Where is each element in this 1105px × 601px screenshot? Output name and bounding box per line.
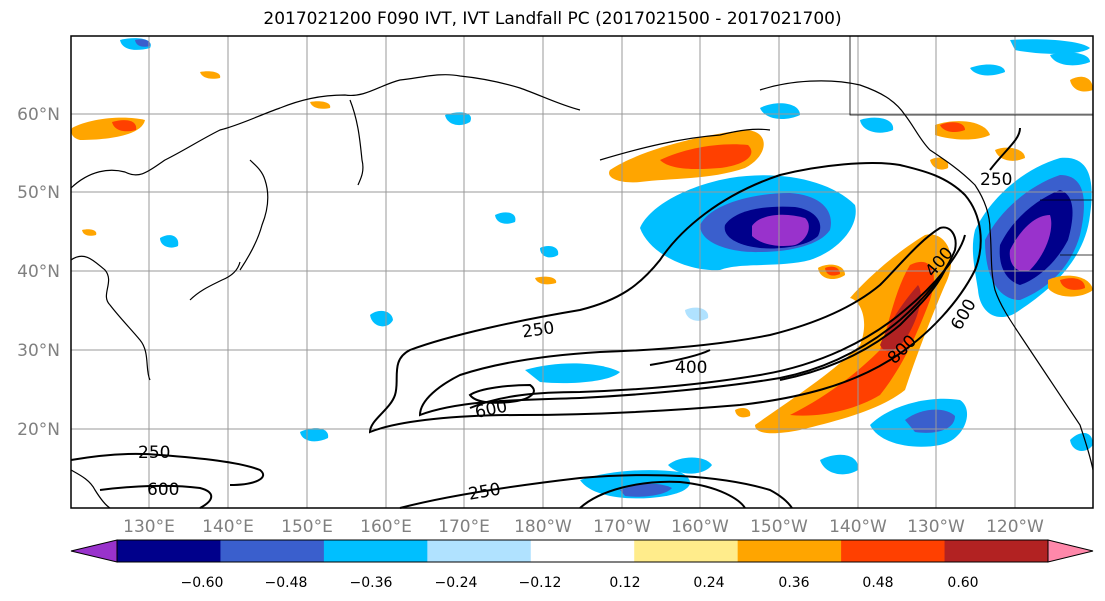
colorbar-tick-labels: −0.60 −0.48 −0.36 −0.24 −0.12 0.12 0.24 … — [181, 575, 979, 591]
lat-label: 40°N — [17, 262, 60, 282]
japan — [239, 159, 269, 271]
lat-axis-labels: 60°N 50°N 40°N 30°N 20°N — [17, 105, 60, 440]
lon-label: 160°E — [360, 517, 412, 537]
contour-250-sw — [70, 452, 265, 486]
contour-800 — [779, 269, 946, 381]
colorbar-tick-label: 0.36 — [778, 575, 809, 591]
lon-label: 160°W — [671, 517, 729, 537]
colorbar-frame — [116, 539, 1049, 563]
kamchatka — [349, 99, 364, 186]
colorbar-extend-low — [70, 539, 118, 563]
colorbar-segment — [530, 540, 635, 562]
colorbar-tick-label: −0.48 — [265, 575, 308, 591]
colorbar-tick-label: 0.48 — [862, 575, 893, 591]
colorbar-segment — [220, 540, 325, 562]
lon-label: 150°E — [281, 517, 333, 537]
contour-250 — [368, 162, 982, 434]
colorbar-tick-label: −0.12 — [519, 575, 562, 591]
contour-label: 250 — [138, 443, 170, 463]
lat-label: 50°N — [17, 183, 60, 203]
colorbar-segment — [117, 540, 221, 562]
contour-400 — [418, 226, 957, 417]
colorbar-segment — [634, 540, 739, 562]
lon-label: 140°W — [829, 517, 887, 537]
colorbar-segment — [323, 540, 428, 562]
contour-label: 250 — [521, 318, 556, 342]
ivt-shading — [71, 38, 1093, 499]
lon-label: 150°W — [750, 517, 808, 537]
lon-label: 130°W — [907, 517, 965, 537]
colorbar-tick-label: −0.60 — [181, 575, 224, 591]
lon-label: 180°W — [514, 517, 572, 537]
asia-coast — [70, 74, 581, 189]
colorbar-tick-label: 0.60 — [947, 575, 978, 591]
contour-600 — [469, 234, 966, 409]
colorbar — [70, 539, 1094, 563]
lon-label: 130°E — [123, 517, 175, 537]
colorbar-segment — [944, 540, 1049, 562]
lat-label: 60°N — [17, 105, 60, 125]
contour-label: 250 — [980, 170, 1012, 190]
lat-label: 20°N — [17, 420, 60, 440]
lon-label: 140°E — [202, 517, 254, 537]
ivt-contours — [70, 127, 1021, 509]
na-west-coast — [989, 229, 1094, 471]
contour-label: 600 — [147, 480, 179, 500]
map-title: 2017021200 F090 IVT, IVT Landfall PC (20… — [263, 9, 842, 29]
lon-axis-labels: 130°E 140°E 150°E 160°E 170°E 180°W 170°… — [123, 517, 1044, 537]
colorbar-segment — [737, 540, 842, 562]
lon-label: 170°E — [438, 517, 490, 537]
contour-label: 400 — [675, 358, 707, 378]
lon-label: 120°W — [986, 517, 1044, 537]
coastlines — [70, 36, 1094, 509]
colorbar-segment — [427, 540, 532, 562]
colorbar-tick-label: 0.24 — [693, 575, 724, 591]
lon-label: 170°W — [593, 517, 651, 537]
alaska-coast — [759, 80, 991, 231]
colorbar-segment — [841, 540, 946, 562]
contour-600-sw — [99, 484, 213, 509]
colorbar-tick-label: 0.12 — [609, 575, 640, 591]
lat-label: 30°N — [17, 341, 60, 361]
colorbar-extend-high — [1047, 539, 1094, 563]
colorbar-tick-label: −0.24 — [435, 575, 478, 591]
plot-frame — [70, 35, 1094, 509]
colorbar-tick-label: −0.36 — [350, 575, 393, 591]
